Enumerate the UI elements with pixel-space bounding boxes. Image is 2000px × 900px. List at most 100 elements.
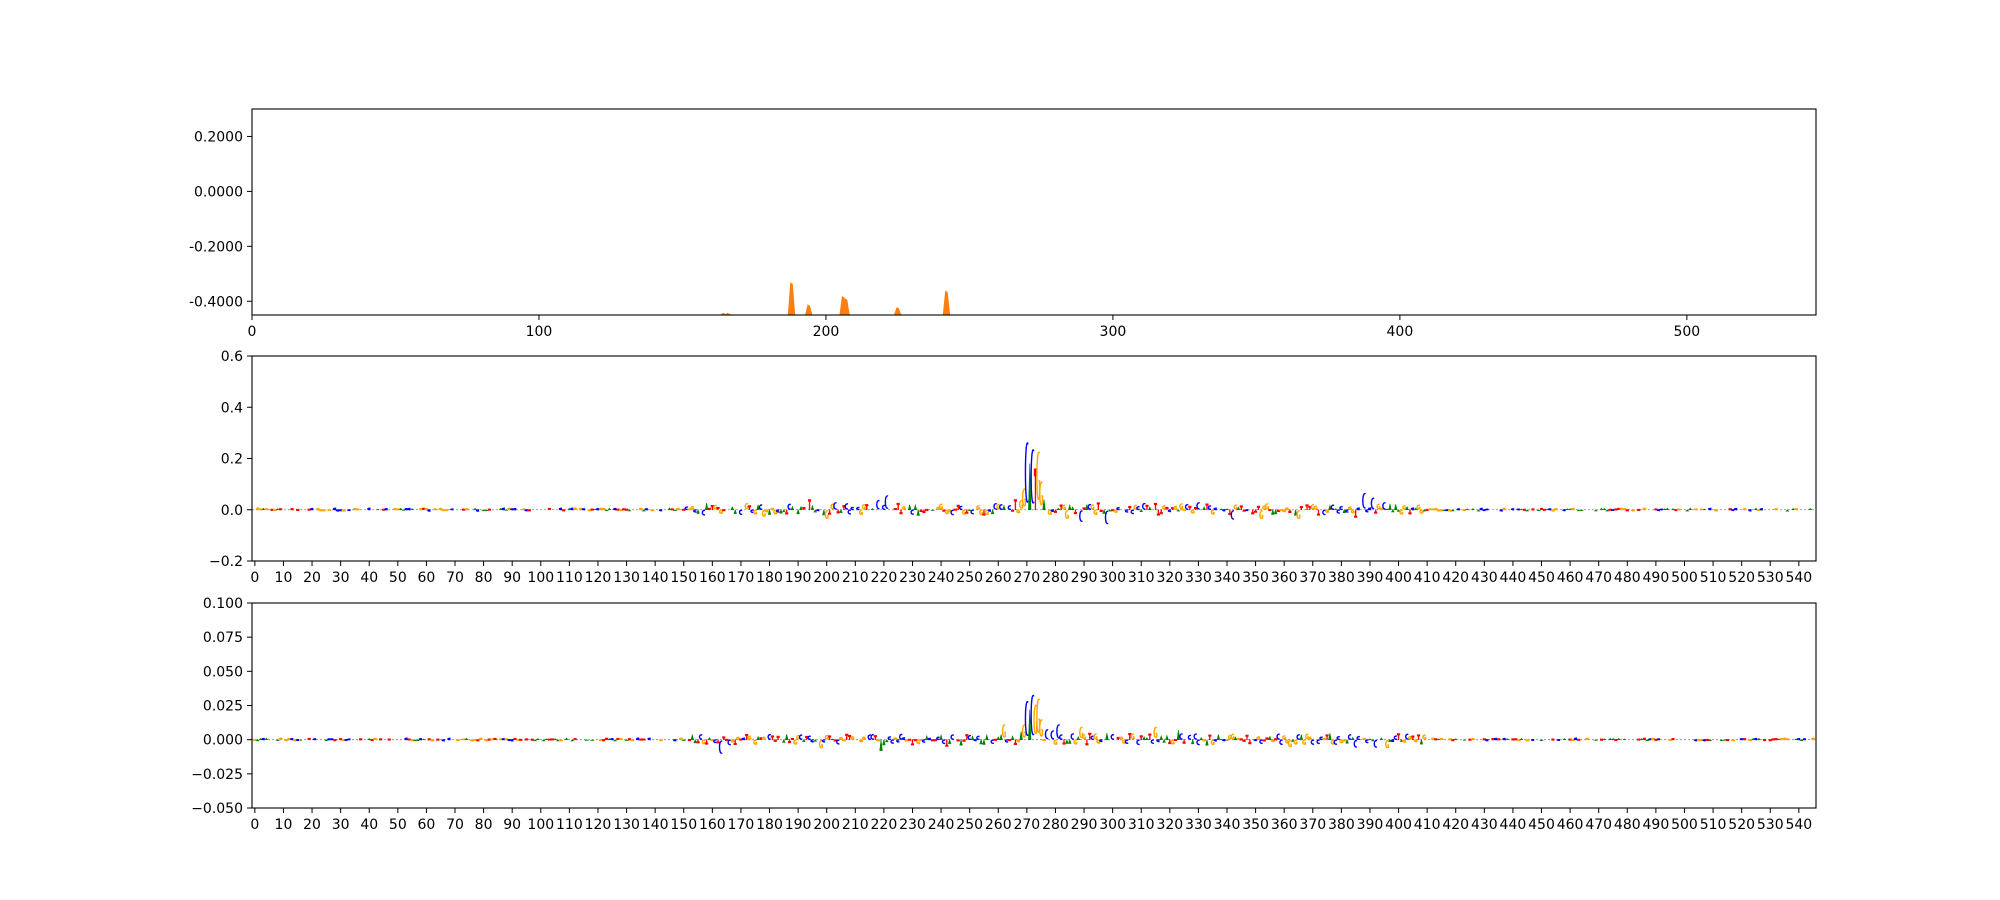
base-T-letter xyxy=(436,738,440,741)
x-tick-label: 270 xyxy=(1013,817,1040,833)
base-A-letter xyxy=(1751,737,1756,740)
base-G-letter xyxy=(1293,739,1298,745)
base-T-letter xyxy=(1768,739,1772,742)
y-tick-label: −0.050 xyxy=(191,801,243,817)
base-G-letter xyxy=(1668,739,1673,741)
base-T-letter xyxy=(1274,738,1278,741)
base-A-letter xyxy=(1370,739,1375,742)
base-T-letter xyxy=(1153,502,1158,511)
x-tick-label: 390 xyxy=(1357,817,1384,833)
base-A-letter xyxy=(641,509,646,512)
x-tick-label: 250 xyxy=(956,570,983,586)
base-T-letter xyxy=(1599,738,1604,741)
base-A-letter xyxy=(1388,739,1392,742)
base-T-letter xyxy=(827,735,832,740)
x-tick-label: 200 xyxy=(813,324,840,340)
base-T-letter xyxy=(527,509,531,512)
x-tick-label: 100 xyxy=(526,324,553,340)
base-G-letter xyxy=(1525,739,1530,742)
base-A-letter xyxy=(667,507,672,511)
x-tick-label: 300 xyxy=(1100,324,1127,340)
base-C-letter xyxy=(404,508,408,511)
base-C-letter xyxy=(1276,733,1280,740)
base-G-letter xyxy=(1342,739,1347,742)
base-T-letter xyxy=(602,739,606,742)
base-A-letter xyxy=(1799,739,1804,742)
base-A-letter xyxy=(1225,739,1230,741)
base-G-letter xyxy=(675,507,681,511)
base-C-letter xyxy=(1259,739,1263,744)
x-tick-label: 330 xyxy=(1185,570,1212,586)
base-A-letter xyxy=(1450,509,1455,512)
x-tick-label: 110 xyxy=(556,817,583,833)
base-C-letter xyxy=(404,737,408,741)
base-A-letter xyxy=(907,504,912,511)
x-tick-label: 500 xyxy=(1673,324,1700,340)
base-A-letter xyxy=(1162,738,1166,743)
base-C-letter xyxy=(901,737,906,741)
base-T-letter xyxy=(1242,739,1246,742)
base-C-letter xyxy=(1056,724,1061,739)
x-tick-label: 130 xyxy=(613,570,640,586)
base-A-letter xyxy=(1388,503,1392,511)
axes: 0 10 20 30 40 50 60 70 80 90 100 110 120 130 140 150 160… xyxy=(191,596,1812,833)
base-C-letter xyxy=(1364,509,1369,513)
base-A-letter xyxy=(1536,509,1541,512)
base-C-letter xyxy=(1382,502,1386,510)
base-G-letter xyxy=(464,507,469,511)
x-tick-label: 290 xyxy=(1071,817,1098,833)
base-A-letter xyxy=(1419,738,1424,745)
base-G-letter xyxy=(793,739,798,745)
base-G-letter xyxy=(1041,739,1046,742)
x-tick-label: 270 xyxy=(1013,570,1040,586)
base-G-letter xyxy=(1379,507,1384,511)
base-C-letter xyxy=(475,509,480,512)
base-T-letter xyxy=(642,738,646,741)
base-C-letter xyxy=(1347,734,1352,740)
base-C-letter xyxy=(898,733,903,740)
x-tick-label: 0 xyxy=(248,324,257,340)
base-G-letter xyxy=(1181,509,1187,512)
base-A-letter xyxy=(541,739,546,742)
base-G-letter xyxy=(916,739,921,745)
base-G-letter xyxy=(1236,737,1241,741)
base-A-letter xyxy=(1622,738,1626,740)
base-A-letter xyxy=(1405,505,1409,511)
base-G-letter xyxy=(701,739,706,745)
x-tick-label: 210 xyxy=(842,817,869,833)
base-C-letter xyxy=(976,735,980,740)
base-G-letter xyxy=(753,739,758,745)
base-G-letter xyxy=(1439,737,1444,741)
base-A-letter xyxy=(785,734,789,740)
base-G-letter xyxy=(747,735,752,740)
x-tick-label: 410 xyxy=(1414,570,1441,586)
base-T-letter xyxy=(965,734,969,740)
base-T-letter xyxy=(1305,504,1309,511)
base-A-letter xyxy=(1602,508,1607,511)
base-G-letter xyxy=(1756,509,1761,512)
base-A-letter xyxy=(1794,738,1798,740)
base-T-letter xyxy=(530,738,534,741)
base-C-letter xyxy=(698,734,703,740)
x-tick-label: 480 xyxy=(1614,817,1641,833)
x-tick-label: 280 xyxy=(1042,570,1069,586)
base-G-letter xyxy=(504,738,509,741)
base-T-letter xyxy=(802,506,806,511)
base-T-letter xyxy=(1625,509,1629,512)
logo-letters xyxy=(252,695,1816,754)
base-A-letter xyxy=(1453,738,1458,740)
base-C-letter xyxy=(1136,506,1140,511)
base-T-letter xyxy=(1159,509,1163,515)
base-A-letter xyxy=(1224,508,1230,511)
base-C-letter xyxy=(1610,509,1615,512)
base-G-letter xyxy=(1402,505,1407,510)
base-A-letter xyxy=(990,508,995,515)
base-A-letter xyxy=(584,739,589,741)
base-C-letter xyxy=(384,508,388,511)
base-T-letter xyxy=(1148,733,1152,740)
base-T-letter xyxy=(550,738,554,741)
base-T-letter xyxy=(1425,508,1429,511)
base-A-letter xyxy=(782,738,786,743)
base-T-letter xyxy=(773,739,777,742)
base-C-letter xyxy=(673,739,677,742)
